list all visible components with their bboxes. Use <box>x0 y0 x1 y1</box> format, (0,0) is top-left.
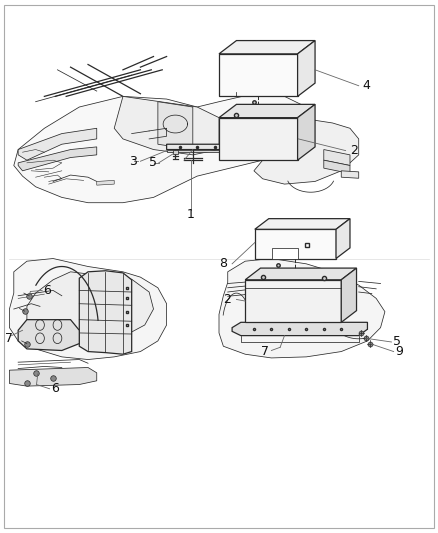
Polygon shape <box>18 147 97 171</box>
Polygon shape <box>27 272 153 342</box>
Polygon shape <box>219 118 297 160</box>
Polygon shape <box>97 180 114 185</box>
Polygon shape <box>219 41 315 54</box>
Text: 5: 5 <box>393 335 401 349</box>
Text: 4: 4 <box>362 79 370 92</box>
Polygon shape <box>341 268 357 322</box>
Polygon shape <box>158 102 193 150</box>
Polygon shape <box>219 259 385 358</box>
Polygon shape <box>254 120 359 184</box>
Polygon shape <box>219 54 297 96</box>
Text: 2: 2 <box>223 293 231 306</box>
Polygon shape <box>272 248 298 259</box>
Polygon shape <box>219 104 315 118</box>
Polygon shape <box>10 368 97 386</box>
Text: 2: 2 <box>350 144 358 157</box>
Text: 7: 7 <box>261 345 269 358</box>
Polygon shape <box>324 150 350 165</box>
Polygon shape <box>14 94 315 203</box>
Polygon shape <box>341 171 359 178</box>
Polygon shape <box>18 128 97 160</box>
Text: 7: 7 <box>5 332 13 345</box>
Polygon shape <box>297 104 315 160</box>
Text: 6: 6 <box>43 284 51 297</box>
Text: 6: 6 <box>51 382 59 395</box>
Polygon shape <box>255 219 350 229</box>
Text: 3: 3 <box>130 155 138 168</box>
Polygon shape <box>166 150 219 152</box>
Polygon shape <box>232 322 367 336</box>
Text: 1: 1 <box>187 208 194 221</box>
Polygon shape <box>245 280 341 322</box>
Polygon shape <box>10 259 166 360</box>
Text: 5: 5 <box>149 156 157 169</box>
Polygon shape <box>336 219 350 259</box>
Polygon shape <box>18 320 79 351</box>
Polygon shape <box>79 271 132 354</box>
Text: 8: 8 <box>219 257 227 270</box>
Polygon shape <box>114 96 219 155</box>
Polygon shape <box>324 160 350 173</box>
Polygon shape <box>166 139 232 150</box>
Polygon shape <box>297 41 315 96</box>
Polygon shape <box>173 150 177 154</box>
Polygon shape <box>245 268 357 280</box>
Text: 9: 9 <box>395 345 403 358</box>
Polygon shape <box>255 229 336 259</box>
